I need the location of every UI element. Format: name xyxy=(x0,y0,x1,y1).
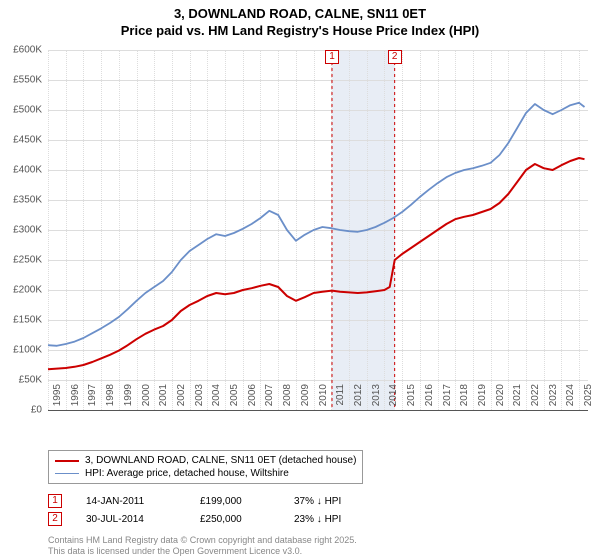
line-plot xyxy=(48,50,588,410)
x-tick-label: 2018 xyxy=(459,384,470,414)
x-tick-label: 2024 xyxy=(565,384,576,414)
row-marker: 1 xyxy=(48,494,62,508)
x-tick-label: 1996 xyxy=(70,384,81,414)
x-tick-label: 2001 xyxy=(158,384,169,414)
y-tick-label: £300K xyxy=(2,225,42,236)
table-row: 1 14-JAN-2011 £199,000 37% ↓ HPI xyxy=(48,492,374,510)
x-tick-label: 2005 xyxy=(229,384,240,414)
transaction-table: 1 14-JAN-2011 £199,000 37% ↓ HPI 2 30-JU… xyxy=(48,492,374,528)
row-date: 30-JUL-2014 xyxy=(86,514,176,525)
x-tick-label: 1998 xyxy=(105,384,116,414)
x-tick-label: 1997 xyxy=(87,384,98,414)
row-marker: 2 xyxy=(48,512,62,526)
x-tick-label: 1999 xyxy=(123,384,134,414)
y-tick-label: £600K xyxy=(2,45,42,56)
y-tick-label: £0 xyxy=(2,405,42,416)
y-tick-label: £200K xyxy=(2,285,42,296)
chart-plot-area: £0£50K£100K£150K£200K£250K£300K£350K£400… xyxy=(48,50,588,410)
x-tick-label: 2000 xyxy=(141,384,152,414)
row-date: 14-JAN-2011 xyxy=(86,496,176,507)
y-tick-label: £350K xyxy=(2,195,42,206)
table-row: 2 30-JUL-2014 £250,000 23% ↓ HPI xyxy=(48,510,374,528)
x-tick-label: 2009 xyxy=(300,384,311,414)
y-tick-label: £150K xyxy=(2,315,42,326)
y-tick-label: £50K xyxy=(2,375,42,386)
x-tick-label: 2021 xyxy=(512,384,523,414)
x-tick-label: 2010 xyxy=(318,384,329,414)
x-tick-label: 2016 xyxy=(424,384,435,414)
x-tick-label: 2002 xyxy=(176,384,187,414)
y-tick-label: £550K xyxy=(2,75,42,86)
x-tick-label: 1995 xyxy=(52,384,63,414)
x-tick-label: 2017 xyxy=(442,384,453,414)
x-tick-label: 2014 xyxy=(388,384,399,414)
x-tick-label: 2006 xyxy=(247,384,258,414)
x-tick-label: 2022 xyxy=(530,384,541,414)
x-tick-label: 2007 xyxy=(264,384,275,414)
footer-line-1: Contains HM Land Registry data © Crown c… xyxy=(48,535,357,546)
chart-title: 3, DOWNLAND ROAD, CALNE, SN11 0ET Price … xyxy=(0,0,600,40)
y-tick-label: £450K xyxy=(2,135,42,146)
row-delta: 23% ↓ HPI xyxy=(294,514,374,525)
footer-line-2: This data is licensed under the Open Gov… xyxy=(48,546,357,557)
row-price: £250,000 xyxy=(200,514,270,525)
x-tick-label: 2003 xyxy=(194,384,205,414)
event-marker: 2 xyxy=(388,50,402,64)
row-price: £199,000 xyxy=(200,496,270,507)
x-tick-label: 2004 xyxy=(211,384,222,414)
title-line-1: 3, DOWNLAND ROAD, CALNE, SN11 0ET xyxy=(0,6,600,23)
title-line-2: Price paid vs. HM Land Registry's House … xyxy=(0,23,600,40)
x-tick-label: 2023 xyxy=(548,384,559,414)
x-tick-label: 2011 xyxy=(335,384,346,414)
chart-container: 3, DOWNLAND ROAD, CALNE, SN11 0ET Price … xyxy=(0,0,600,560)
y-tick-label: £250K xyxy=(2,255,42,266)
footer-attribution: Contains HM Land Registry data © Crown c… xyxy=(48,535,357,557)
x-tick-label: 2012 xyxy=(353,384,364,414)
legend-swatch xyxy=(55,460,79,462)
x-tick-label: 2015 xyxy=(406,384,417,414)
legend-item: HPI: Average price, detached house, Wilt… xyxy=(55,467,356,480)
legend-swatch xyxy=(55,473,79,474)
row-delta: 37% ↓ HPI xyxy=(294,496,374,507)
x-tick-label: 2019 xyxy=(477,384,488,414)
legend-item: 3, DOWNLAND ROAD, CALNE, SN11 0ET (detac… xyxy=(55,454,356,467)
y-tick-label: £100K xyxy=(2,345,42,356)
y-tick-label: £500K xyxy=(2,105,42,116)
x-tick-label: 2008 xyxy=(282,384,293,414)
x-tick-label: 2020 xyxy=(495,384,506,414)
event-marker: 1 xyxy=(325,50,339,64)
x-tick-label: 2025 xyxy=(583,384,594,414)
x-tick-label: 2013 xyxy=(371,384,382,414)
legend-label: 3, DOWNLAND ROAD, CALNE, SN11 0ET (detac… xyxy=(85,455,356,466)
y-tick-label: £400K xyxy=(2,165,42,176)
legend: 3, DOWNLAND ROAD, CALNE, SN11 0ET (detac… xyxy=(48,450,363,484)
legend-label: HPI: Average price, detached house, Wilt… xyxy=(85,468,289,479)
